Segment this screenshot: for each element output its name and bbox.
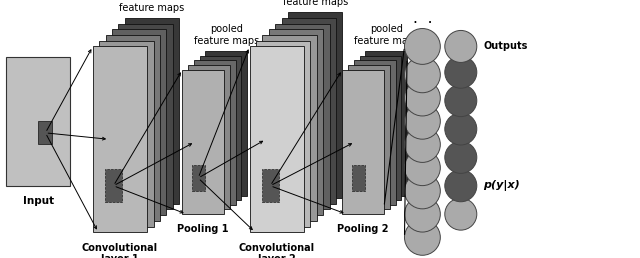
Bar bbox=[6, 57, 70, 186]
Text: Pooling 1: Pooling 1 bbox=[177, 224, 229, 235]
Ellipse shape bbox=[404, 220, 440, 255]
Bar bbox=[348, 65, 390, 209]
Bar bbox=[93, 46, 147, 232]
Text: Pooling 2: Pooling 2 bbox=[337, 224, 389, 235]
Bar bbox=[354, 60, 396, 205]
Text: Outputs: Outputs bbox=[483, 42, 527, 51]
Ellipse shape bbox=[445, 170, 477, 202]
Bar bbox=[288, 12, 342, 198]
Bar bbox=[200, 56, 241, 200]
Bar bbox=[351, 165, 365, 191]
Ellipse shape bbox=[404, 127, 440, 162]
Ellipse shape bbox=[404, 150, 440, 186]
Bar bbox=[282, 18, 336, 204]
Bar bbox=[112, 29, 166, 215]
Text: feature maps: feature maps bbox=[120, 3, 184, 13]
Bar bbox=[125, 18, 179, 204]
Ellipse shape bbox=[404, 57, 440, 93]
Ellipse shape bbox=[445, 30, 477, 62]
Text: Convolutional
layer 1: Convolutional layer 1 bbox=[82, 243, 158, 258]
Ellipse shape bbox=[404, 29, 440, 64]
Ellipse shape bbox=[445, 198, 477, 230]
Bar bbox=[191, 165, 205, 191]
Text: p(y|x): p(y|x) bbox=[483, 180, 520, 191]
Text: Input: Input bbox=[23, 196, 54, 206]
Ellipse shape bbox=[445, 141, 477, 173]
Bar bbox=[205, 51, 247, 196]
Bar bbox=[360, 56, 401, 200]
Text: pooled
feature maps: pooled feature maps bbox=[194, 24, 259, 46]
Text: pooled
feature maps: pooled feature maps bbox=[354, 24, 419, 46]
Ellipse shape bbox=[404, 196, 440, 232]
Bar bbox=[188, 65, 230, 209]
Bar bbox=[269, 29, 323, 215]
Bar bbox=[182, 70, 224, 214]
Bar bbox=[342, 70, 384, 214]
Ellipse shape bbox=[404, 80, 440, 116]
Bar bbox=[106, 35, 160, 221]
Bar bbox=[38, 121, 52, 144]
Text: Convolutional
layer 2: Convolutional layer 2 bbox=[239, 243, 315, 258]
Bar bbox=[275, 24, 330, 209]
Bar bbox=[99, 41, 154, 227]
Text: ·  ·: · · bbox=[413, 16, 432, 31]
Ellipse shape bbox=[404, 173, 440, 209]
Ellipse shape bbox=[445, 85, 477, 117]
Text: feature maps: feature maps bbox=[283, 0, 348, 7]
Bar bbox=[250, 46, 304, 232]
Bar bbox=[256, 41, 310, 227]
Bar bbox=[262, 35, 317, 221]
Ellipse shape bbox=[445, 113, 477, 145]
Ellipse shape bbox=[404, 103, 440, 139]
Bar bbox=[194, 60, 236, 205]
Bar bbox=[105, 169, 122, 203]
Ellipse shape bbox=[445, 56, 477, 88]
Bar bbox=[118, 24, 173, 209]
Bar bbox=[262, 169, 279, 203]
Bar bbox=[365, 51, 407, 196]
